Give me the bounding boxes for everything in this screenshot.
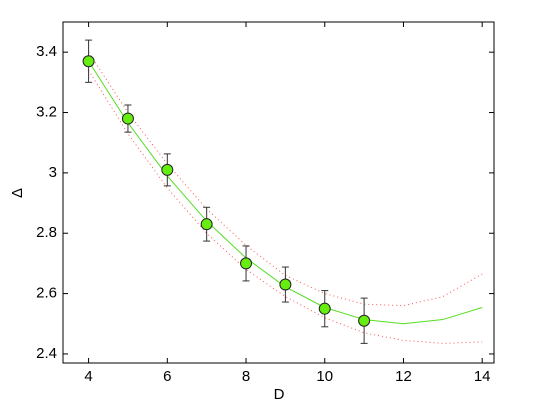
x-tick-label: 8: [242, 368, 250, 385]
data-point: [240, 257, 253, 270]
data-point: [200, 218, 213, 231]
plot-area: [62, 21, 495, 364]
y-tick-label: 3: [49, 164, 57, 181]
x-tick-label: 4: [84, 368, 92, 385]
bound-line: [88, 51, 483, 307]
x-tick-label: 14: [474, 368, 491, 385]
y-tick-label: 2.8: [36, 224, 57, 241]
y-tick-label: 3.2: [36, 103, 57, 120]
data-point: [82, 55, 95, 68]
data-point: [121, 112, 134, 125]
x-tick-label: 12: [395, 368, 412, 385]
y-axis-label: Δ: [9, 188, 26, 198]
data-point: [279, 278, 292, 291]
x-axis-label: D: [274, 386, 285, 403]
data-point: [318, 302, 331, 315]
data-point: [161, 163, 174, 176]
y-tick-label: 2.4: [36, 345, 57, 362]
data-point: [358, 314, 371, 327]
x-tick-label: 10: [316, 368, 333, 385]
y-tick-label: 3.4: [36, 43, 57, 60]
y-tick-label: 2.6: [36, 285, 57, 302]
x-tick-label: 6: [163, 368, 171, 385]
